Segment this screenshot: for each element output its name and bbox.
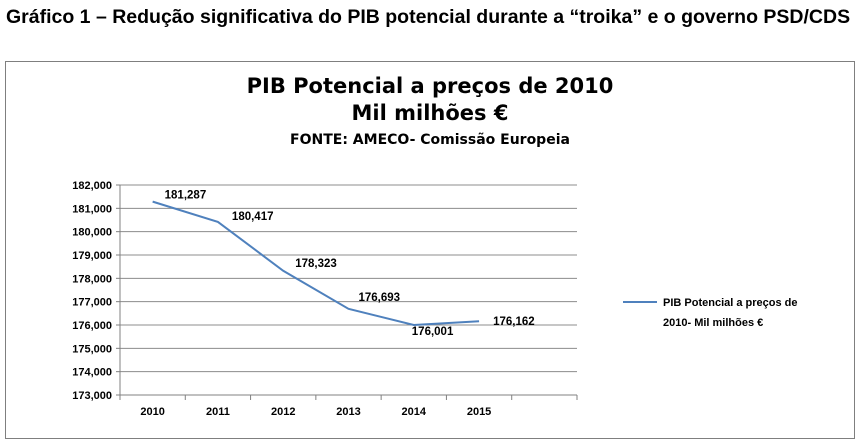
legend-label-line2: 2010- Mil milhões €	[663, 317, 763, 329]
y-tick-label: 181,000	[72, 203, 112, 215]
y-tick-label: 173,000	[72, 390, 112, 402]
x-tick-label: 2011	[206, 406, 230, 418]
legend-label-line1: PIB Potencial a preços de	[663, 297, 798, 309]
axes: 173,000 174,000 175,000 176,000 177,000 178,0…	[72, 180, 578, 418]
data-label: 181,287	[165, 190, 207, 202]
x-tick-label: 2012	[271, 406, 295, 418]
chart-frame	[5, 61, 855, 439]
y-tick-label: 175,000	[72, 343, 112, 355]
y-tick-label: 176,000	[72, 320, 112, 332]
series-line	[152, 200, 480, 326]
chart-source: FONTE: AMECO- Comissão Europeia	[290, 132, 570, 148]
chart-subtitle: Mil milhões €	[352, 101, 509, 125]
legend: PIB Potencial a preços de 2010- Mil milhõ…	[623, 297, 798, 329]
figure-caption: Gráfico 1 – Redução significativa do PIB…	[6, 6, 851, 28]
x-tick-label: 2014	[402, 406, 427, 418]
data-label: 176,001	[412, 326, 454, 338]
x-tick-label: 2013	[336, 406, 360, 418]
x-tick-label: 2010	[140, 406, 164, 418]
chart-title: PIB Potencial a preços de 2010	[247, 74, 614, 98]
data-label: 178,323	[295, 258, 337, 270]
y-tick-label: 179,000	[72, 250, 112, 262]
y-tick-label: 174,000	[72, 367, 112, 379]
y-tick-label: 178,000	[72, 273, 112, 285]
x-tick-label: 2015	[467, 406, 491, 418]
data-label: 176,162	[493, 316, 535, 328]
y-tick-label: 182,000	[72, 180, 112, 192]
data-label: 180,417	[232, 211, 274, 223]
y-tick-label: 180,000	[72, 227, 112, 239]
data-label: 176,693	[359, 292, 401, 304]
y-tick-label: 177,000	[72, 297, 112, 309]
gridlines	[120, 184, 577, 396]
series-layer: 181,287 180,417 178,323 176,693 176,001 176,1…	[152, 190, 535, 338]
